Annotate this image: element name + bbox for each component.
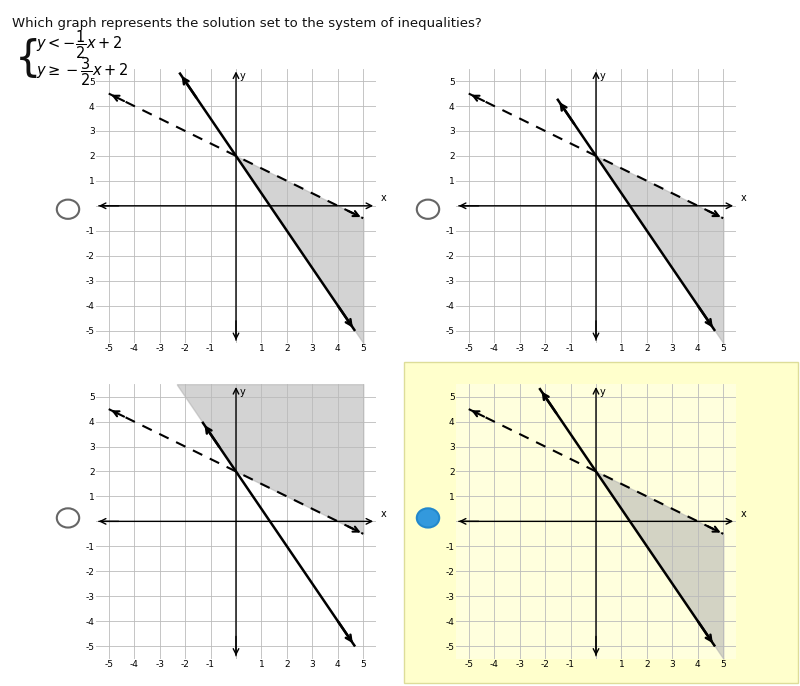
Text: $y \geq -\dfrac{3}{2}x + 2$: $y \geq -\dfrac{3}{2}x + 2$ [36, 56, 129, 88]
Text: Which graph represents the solution set to the system of inequalities?: Which graph represents the solution set … [12, 17, 482, 30]
Text: y: y [600, 71, 606, 81]
Text: x: x [741, 509, 747, 519]
Text: x: x [381, 509, 387, 519]
Text: $\{$: $\{$ [14, 36, 38, 80]
Text: y: y [600, 387, 606, 397]
Text: x: x [381, 193, 387, 203]
Text: y: y [240, 387, 246, 397]
Text: $y < -\dfrac{1}{2}x + 2$: $y < -\dfrac{1}{2}x + 2$ [36, 28, 123, 61]
Text: y: y [240, 71, 246, 81]
Text: x: x [741, 193, 747, 203]
